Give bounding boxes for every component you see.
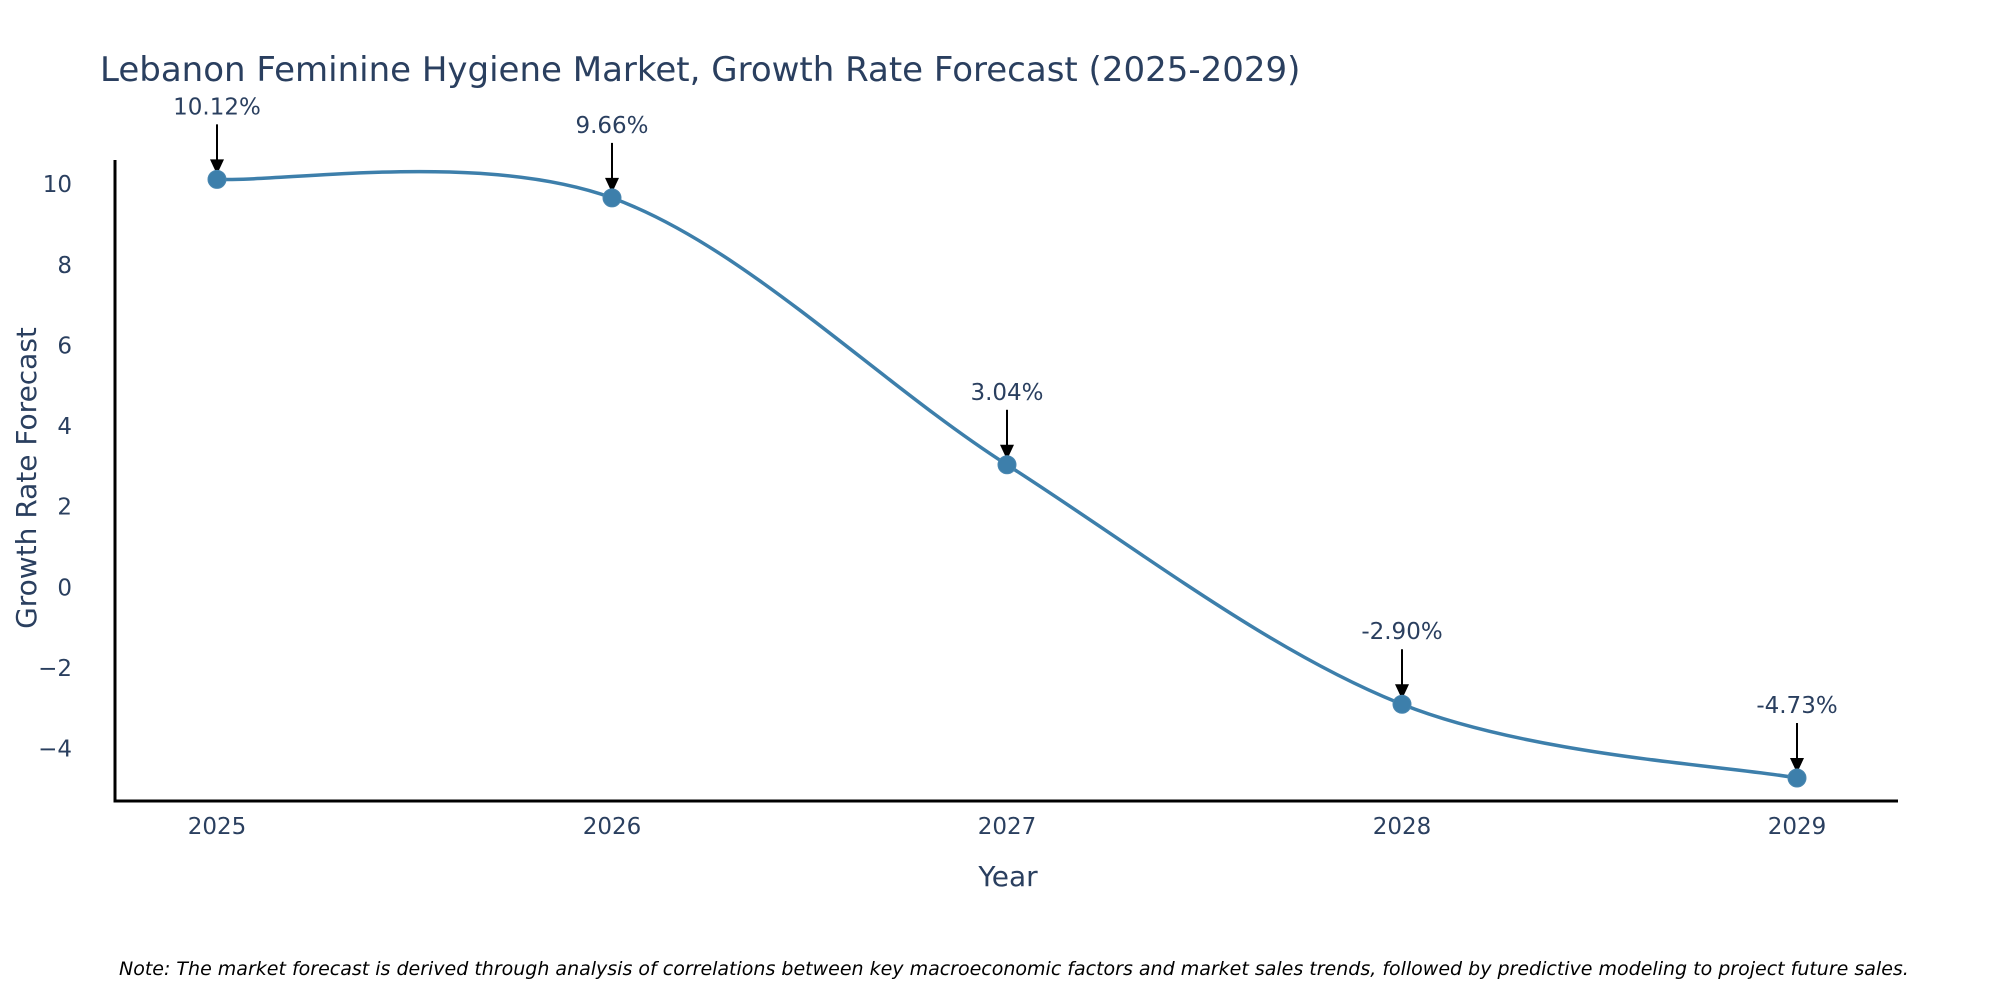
y-axis-title: Growth Rate Forecast <box>10 327 43 629</box>
annotation-arrow-head <box>1395 684 1409 700</box>
footnote: Note: The market forecast is derived thr… <box>119 958 1909 980</box>
x-axis-title: Year <box>977 860 1038 893</box>
data-label: -2.90% <box>1361 619 1442 645</box>
x-tick-label: 2028 <box>1373 814 1432 840</box>
data-label: -4.73% <box>1756 693 1837 719</box>
y-tick-label: 8 <box>57 253 72 279</box>
data-label-annotations: 10.12% 9.66% 3.04% -2.90% -4.73% <box>173 94 1838 774</box>
y-tick-label: −4 <box>38 737 72 763</box>
y-tick-label: 0 <box>57 575 72 601</box>
annotation-arrow-head <box>605 177 619 193</box>
data-point <box>1392 694 1412 714</box>
data-markers <box>207 169 1807 788</box>
chart-title: Lebanon Feminine Hygiene Market, Growth … <box>100 50 1300 90</box>
data-label: 9.66% <box>575 113 648 139</box>
x-tick-label: 2026 <box>583 814 642 840</box>
x-tick-label: 2025 <box>188 814 247 840</box>
series-line <box>216 169 1798 780</box>
y-tick-label: 4 <box>57 414 72 440</box>
data-label: 10.12% <box>173 94 261 120</box>
y-axis: −4 −2 0 2 4 6 8 10 <box>38 160 117 803</box>
data-point <box>602 188 622 208</box>
data-label: 3.04% <box>970 380 1043 406</box>
x-tick-label: 2027 <box>978 814 1037 840</box>
annotation-arrow-head <box>1790 758 1804 774</box>
x-tick-label: 2029 <box>1768 814 1827 840</box>
y-tick-label: −2 <box>38 656 72 682</box>
data-point <box>997 455 1017 475</box>
y-tick-label: 6 <box>57 333 72 359</box>
x-axis: 2025 2026 2027 2028 2029 <box>113 799 1898 840</box>
annotation-arrow-head <box>1000 444 1014 460</box>
y-tick-label: 2 <box>57 495 72 521</box>
data-point <box>1787 768 1807 788</box>
data-point <box>207 169 227 189</box>
annotation-arrow-head <box>210 159 224 175</box>
y-tick-label: 10 <box>43 172 72 198</box>
